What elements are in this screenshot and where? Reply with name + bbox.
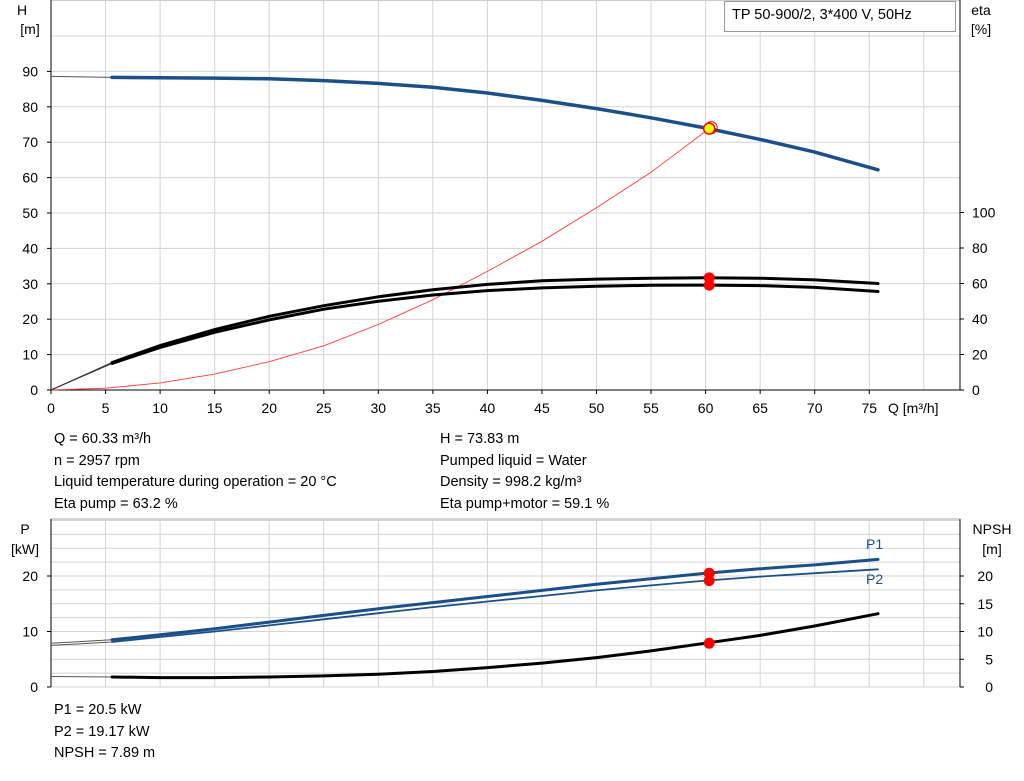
eta-tick-label: 0: [972, 382, 980, 398]
eta-total-marker: [703, 279, 715, 291]
q-tick-label: 45: [534, 400, 550, 416]
npsh-tick-label: 20: [977, 568, 993, 584]
q-tick-label: 20: [261, 400, 277, 416]
p-axis-label-unit: [kW]: [11, 541, 39, 557]
p1-series-label: P1: [866, 536, 883, 552]
power-info: P1 = 20.5 kW P2 = 19.17 kW NPSH = 7.89 m: [54, 700, 155, 765]
eta-tick-label: 100: [972, 205, 996, 221]
q-tick-label: 30: [371, 400, 387, 416]
q-tick-label: 75: [861, 400, 877, 416]
npsh-tick-label: 5: [985, 651, 993, 667]
operating-point-info-left: Q = 60.33 m³/h n = 2957 rpm Liquid tempe…: [54, 429, 337, 515]
eta-total-curve: [110, 283, 880, 365]
q-tick-label: 25: [316, 400, 332, 416]
q-tick-label: 70: [807, 400, 823, 416]
head-plot-frame: [50, 0, 961, 391]
h-tick-label: 50: [22, 205, 38, 221]
q-tick-label: 65: [752, 400, 768, 416]
p2-curve-extrapolated: [50, 641, 113, 646]
h-axis-label-symbol: H: [17, 2, 27, 18]
head-curve: [110, 75, 880, 172]
p-tick-label: 10: [22, 624, 38, 640]
h-tick-label: 70: [22, 134, 38, 150]
npsh-curve: [110, 612, 880, 680]
head-curve-extrapolated: [50, 75, 113, 78]
p-axis-label-symbol: P: [20, 521, 29, 537]
h-tick-label: 80: [22, 99, 38, 115]
q-tick-label: 10: [152, 400, 168, 416]
speed-value: n = 2957 rpm: [54, 452, 140, 469]
p-tick-label: 0: [30, 679, 38, 695]
h-tick-label: 40: [22, 240, 38, 256]
npsh-value: NPSH = 7.89 m: [54, 745, 156, 762]
eta-total-value: Eta pump+motor = 59.1 %: [440, 495, 610, 512]
q-tick-label: 5: [102, 400, 110, 416]
npsh-axis-label-unit: [m]: [982, 541, 1001, 557]
head-chart-grid: [50, 0, 961, 391]
p1-curve-extrapolated: [50, 639, 113, 644]
eta-tick-label: 60: [972, 276, 988, 292]
h-tick-label: 10: [22, 347, 38, 363]
eta-axis-label-unit: [%]: [971, 21, 991, 37]
q-tick-label: 15: [207, 400, 223, 416]
p2-curve: [111, 568, 879, 643]
eta-tick-label: 20: [972, 347, 988, 363]
liquid-temperature-value: Liquid temperature during operation = 20…: [54, 474, 337, 491]
q-tick-label: 35: [425, 400, 441, 416]
h-tick-label: 20: [22, 311, 38, 327]
npsh-tick-label: 0: [985, 679, 993, 695]
density-value: Density = 998.2 kg/m³: [440, 474, 582, 491]
operating-point-info-right: H = 73.83 m Pumped liquid = Water Densit…: [440, 429, 609, 515]
p2-operating-marker: [703, 575, 715, 587]
eta-tick-label: 40: [972, 311, 988, 327]
flow-rate-value: Q = 60.33 m³/h: [54, 431, 152, 447]
power-chart-grid: [50, 518, 961, 688]
h-tick-label: 0: [30, 382, 38, 398]
npsh-axis-label-symbol: NPSH: [973, 521, 1012, 537]
head-value: H = 73.83 m: [440, 431, 520, 447]
pumped-liquid-value: Pumped liquid = Water: [440, 452, 587, 469]
npsh-tick-label: 10: [977, 624, 993, 640]
power-chart-curves: [50, 557, 880, 680]
head-chart-curves: [50, 75, 880, 391]
eta-pump-curve: [110, 276, 880, 364]
h-tick-label: 30: [22, 276, 38, 292]
p1-value: P1 = 20.5 kW: [54, 702, 142, 718]
h-tick-label: 90: [22, 63, 38, 79]
eta-pump-value: Eta pump = 63.2 %: [54, 495, 178, 512]
p-tick-label: 20: [22, 568, 38, 584]
q-tick-label: 40: [480, 400, 496, 416]
pump-title: TP 50-900/2, 3*400 V, 50Hz: [732, 7, 912, 23]
npsh-curve-extrapolated: [50, 676, 113, 678]
q-axis-label: Q [m³/h]: [888, 400, 939, 416]
q-tick-label: 50: [589, 400, 605, 416]
q-tick-label: 55: [643, 400, 659, 416]
p2-value: P2 = 19.17 kW: [54, 723, 150, 740]
npsh-operating-marker: [703, 637, 715, 649]
q-tick-label: 0: [47, 400, 55, 416]
q-tick-label: 60: [698, 400, 714, 416]
operating-point-marker: [702, 122, 716, 135]
p1-curve: [110, 557, 880, 642]
h-tick-label: 60: [22, 170, 38, 186]
eta-axis-label-symbol: eta: [971, 2, 991, 18]
h-axis-label-unit: [m]: [20, 21, 39, 37]
power-plot-frame: [50, 518, 961, 688]
system-curve: [50, 128, 710, 391]
eta-total-curve-extrapolated: [50, 362, 113, 391]
p2-series-label: P2: [866, 571, 883, 587]
eta-tick-label: 80: [972, 240, 988, 256]
pump-title-box: TP 50-900/2, 3*400 V, 50Hz: [724, 1, 956, 32]
npsh-tick-label: 15: [977, 596, 993, 612]
